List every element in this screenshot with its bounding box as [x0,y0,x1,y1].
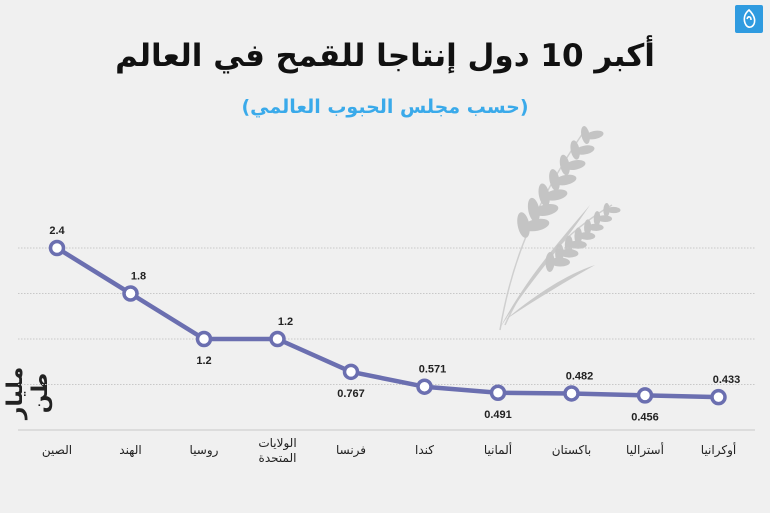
data-label: 0.767 [337,388,365,400]
x-tick-label: باكستان [551,443,592,457]
data-label: 1.2 [278,316,293,328]
chart-title: أكبر 10 دول إنتاجا للقمح في العالم [115,38,655,74]
data-point [636,387,654,404]
data-point [563,385,580,402]
data-label: 0.482 [566,370,594,382]
data-point [489,384,507,402]
data-point [342,363,360,381]
data-point [416,378,433,395]
wheat-illustration [499,126,621,331]
data-point [269,330,286,348]
data-label: 0.571 [419,364,447,376]
x-tick-label: الهند [119,443,142,457]
data-label: 0.491 [484,409,512,421]
data-label: 0.433 [713,374,741,386]
aljazeera-logo-icon [735,5,763,33]
x-tick-label: ألمانيا [483,443,513,457]
x-tick-label: روسيا [189,443,219,457]
data-label: 0.456 [631,411,659,423]
data-label: 1.2 [196,355,211,367]
data-point [48,239,66,257]
x-tick-label: الولايات المتحدة [258,436,297,465]
x-tick-label: الصين [41,443,73,457]
series-line [55,246,719,400]
x-tick-label: أستراليا [626,443,664,457]
data-point [710,388,727,406]
data-label: 1.8 [131,271,146,283]
x-tick-label: فرنسا [335,443,367,457]
data-label: 2.4 [49,225,65,237]
x-tick-label: كندا [415,443,434,457]
chart-subtitle: (حسب مجلس الحبوب العالمي) [241,96,529,118]
data-point [195,330,213,348]
x-tick-label: أوكرانيا [700,443,737,457]
data-point [122,285,139,302]
